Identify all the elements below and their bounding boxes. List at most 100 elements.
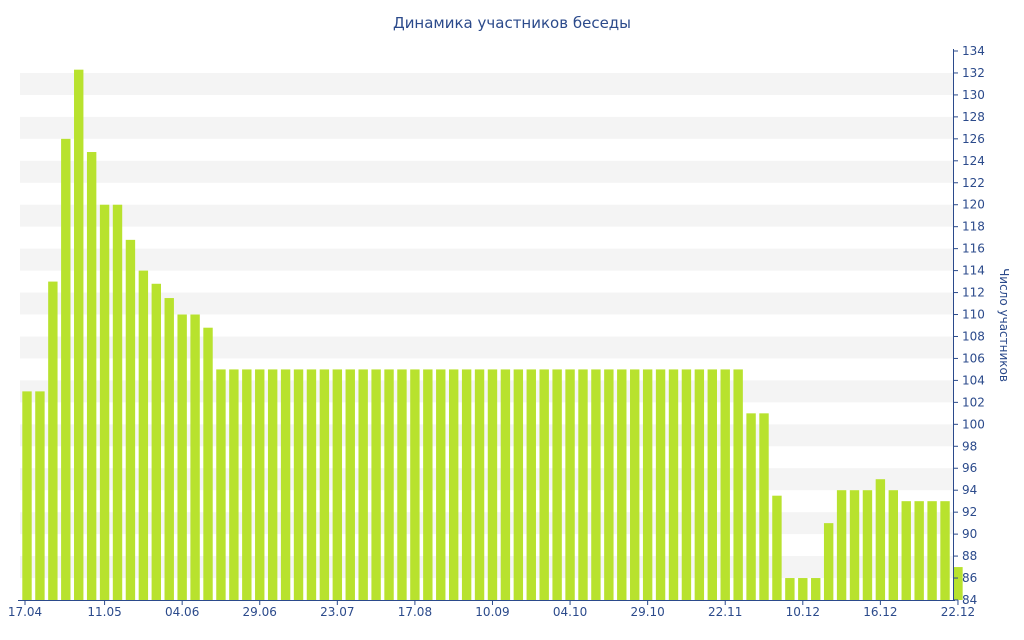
y-tick-label: 130	[962, 88, 985, 102]
bar	[862, 490, 873, 600]
bar	[461, 369, 472, 600]
y-tick-label: 124	[962, 154, 985, 168]
bar	[319, 369, 330, 600]
bar	[384, 369, 394, 600]
y-tick-label: 104	[962, 373, 985, 387]
x-tick-label: 23.07	[320, 605, 354, 619]
bar	[565, 369, 575, 600]
bar-series	[22, 69, 963, 601]
bar	[255, 369, 265, 600]
y-tick-label: 96	[962, 461, 977, 475]
bar	[177, 314, 187, 600]
bar	[190, 314, 200, 600]
bar	[35, 391, 45, 600]
grid-band	[20, 380, 953, 403]
bar	[927, 501, 937, 600]
bar	[940, 501, 950, 600]
bar	[785, 578, 795, 600]
bar	[759, 413, 769, 600]
bar	[746, 413, 756, 600]
bar	[707, 369, 717, 600]
x-tick-label: 17.04	[8, 605, 42, 619]
y-tick-label: 92	[962, 505, 977, 519]
bar	[345, 369, 355, 600]
bar	[720, 369, 730, 600]
grid-band	[20, 160, 953, 183]
grid-band	[20, 424, 953, 447]
bar	[423, 369, 433, 600]
y-tick-label: 112	[962, 286, 985, 300]
bar	[203, 327, 213, 600]
bar	[112, 204, 123, 600]
bar	[888, 490, 899, 600]
bar	[48, 281, 58, 600]
bar	[474, 369, 485, 600]
y-tick-label: 90	[962, 527, 977, 541]
x-tick-label: 22.11	[708, 605, 742, 619]
bar	[74, 69, 84, 601]
x-tick-label: 04.06	[165, 605, 199, 619]
x-tick-label: 29.10	[630, 605, 664, 619]
bar	[371, 369, 381, 600]
bar	[849, 490, 860, 600]
y-axis-ticks: 84 86 88 90 92 94 96 98 100 102 104 106 108 110 112 114…	[953, 44, 985, 607]
y-tick-label: 132	[962, 66, 985, 80]
grid-band	[20, 72, 953, 95]
grid-band	[20, 336, 953, 359]
bar	[267, 369, 278, 600]
y-tick-label: 114	[962, 264, 985, 278]
y-tick-label: 116	[962, 242, 985, 256]
bar	[229, 369, 239, 600]
x-tick-label: 16.12	[863, 605, 897, 619]
grid-bands	[20, 72, 953, 579]
grid-band	[20, 556, 953, 579]
bar	[681, 369, 692, 600]
bar	[539, 369, 549, 600]
y-tick-label: 106	[962, 351, 985, 365]
grid-band	[20, 248, 953, 271]
bar	[164, 298, 174, 600]
y-tick-label: 118	[962, 220, 985, 234]
bar	[99, 204, 110, 600]
y-tick-label: 120	[962, 198, 985, 212]
y-tick-label: 110	[962, 308, 985, 322]
bar	[306, 369, 317, 600]
bar	[901, 501, 911, 600]
grid-band	[20, 292, 953, 315]
x-axis-ticks: 17.04 11.05 04.06 29.06 23.07 17.08 10.09 04.10…	[8, 600, 975, 619]
x-tick-label: 22.12	[941, 605, 975, 619]
bar	[953, 567, 963, 600]
x-tick-label: 10.09	[475, 605, 509, 619]
bar	[448, 369, 459, 600]
bar	[242, 369, 252, 600]
bar	[332, 369, 343, 600]
bar	[694, 369, 705, 600]
bar	[630, 369, 640, 600]
bar	[487, 369, 498, 600]
grid-band	[20, 116, 953, 139]
bar	[526, 369, 536, 600]
bar	[798, 578, 808, 600]
bar	[836, 490, 847, 600]
bar	[591, 369, 601, 600]
bar	[617, 369, 627, 600]
bar	[216, 369, 226, 600]
bar	[578, 369, 588, 600]
bar	[823, 523, 834, 600]
bar	[61, 138, 71, 600]
bar	[293, 369, 304, 600]
x-tick-label: 04.10	[553, 605, 587, 619]
x-tick-label: 29.06	[243, 605, 277, 619]
y-tick-label: 122	[962, 176, 985, 190]
y-axis-title: Число участников	[997, 268, 1011, 382]
bar	[552, 369, 562, 600]
y-tick-label: 134	[962, 44, 985, 58]
y-tick-label: 86	[962, 571, 977, 585]
grid-band	[20, 204, 953, 227]
bar	[500, 369, 511, 600]
bar	[655, 369, 666, 600]
bar	[125, 239, 136, 601]
bar	[436, 369, 446, 600]
x-tick-label: 17.08	[398, 605, 432, 619]
